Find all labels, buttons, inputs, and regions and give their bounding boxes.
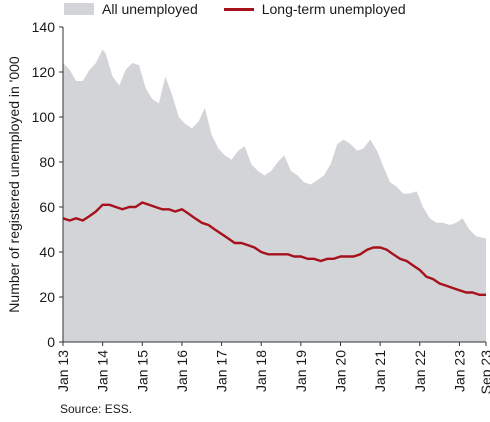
series-long-term-line: [62, 201, 486, 296]
y-axis-title: Number of registered unemployed in '000: [6, 56, 22, 313]
y-tick-label: 80: [39, 154, 55, 170]
legend-label-long-term: Long-term unemployed: [261, 1, 406, 17]
x-tick-label: Jan 16: [174, 350, 190, 392]
series-all-unemployed-area: [63, 49, 486, 342]
x-tick-label: Jan 21: [372, 350, 388, 392]
x-tick-label: Jan 14: [95, 350, 111, 392]
y-tick-label: 40: [39, 244, 55, 260]
legend: All unemployed Long-term unemployed: [64, 1, 432, 17]
legend-label-all: All unemployed: [102, 1, 198, 17]
y-tick-label: 20: [39, 289, 55, 305]
x-tick-label: Jan 22: [412, 350, 428, 392]
y-tick-label: 0: [47, 334, 55, 350]
y-tick-label: 120: [32, 64, 56, 80]
legend-swatch-long-term: [223, 7, 254, 11]
x-tick-label: Jan 15: [134, 350, 150, 392]
y-tick-label: 140: [32, 19, 56, 35]
y-tick-label: 60: [39, 199, 55, 215]
x-tick-label: Jan 13: [55, 350, 71, 392]
legend-item-long-term: Long-term unemployed: [223, 1, 406, 17]
x-tick-label: Jan 23: [451, 350, 467, 392]
x-tick-label: Jan 17: [214, 350, 230, 392]
legend-swatch-all: [64, 3, 94, 15]
y-tick-label: 100: [32, 109, 56, 125]
legend-item-all: All unemployed: [64, 1, 198, 17]
x-tick-label: Sep 23: [478, 350, 490, 395]
source-note: Source: ESS.: [60, 402, 133, 416]
x-tick-label: Jan 18: [253, 350, 269, 392]
x-tick-label: Jan 20: [333, 350, 349, 392]
x-tick-label: Jan 19: [293, 350, 309, 392]
